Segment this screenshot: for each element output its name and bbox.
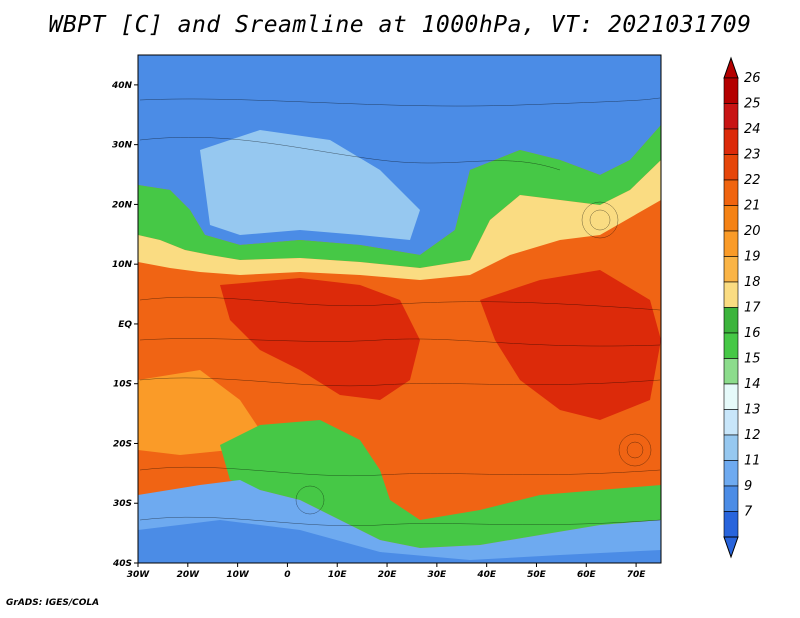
lon-tick-label: 10E [328,570,348,580]
colorbar-label: 15 [744,352,761,367]
north-green-band [138,125,661,268]
colorbar-min-arrow [723,536,739,559]
colorbar-swatch [723,179,739,206]
colorbar-swatch [723,103,739,130]
colorbar-swatch [723,281,739,308]
yellow-transition-north [138,160,661,280]
colorbar-label: 9 [744,479,752,494]
orange-southern-atlantic [138,370,260,455]
colorbar-label: 21 [744,199,761,214]
colorbar-label: 14 [744,377,761,392]
lon-tick-label: 10W [226,570,250,580]
colorbar-label: 20 [744,224,761,239]
colorbar-swatch [723,332,739,359]
colorbar-swatch [723,256,739,283]
colorbar-swatch [723,307,739,334]
colorbar-label: 23 [744,148,761,163]
south-green-band [220,420,661,548]
lon-tick-label: 20W [177,570,201,580]
lon-tick-label: 30W [127,570,151,580]
colorbar-swatch [723,511,739,538]
lat-tick-label: 20S [113,439,132,449]
colorbar-swatch [723,230,739,257]
colorbar-swatch [723,409,739,436]
lon-tick-label: 60E [577,570,597,580]
lat-tick-label: 30N [112,141,133,151]
grads-credit: GrADS: IGES/COLA [6,598,100,608]
colorbar-label: 22 [744,173,761,188]
colorbar: 26 25 24 23 22 21 20 19 18 17 16 15 14 13 12 11 9 7 [723,56,761,559]
lon-tick-label: 70E [627,570,647,580]
colorbar-label: 26 [744,71,761,86]
colorbar-swatch [723,383,739,410]
colorbar-swatch [723,128,739,155]
colorbar-label: 18 [744,275,761,290]
colorbar-label: 11 [744,454,761,469]
wbpt-plot-area [138,55,661,563]
colorbar-label: 12 [744,428,761,443]
colorbar-swatch [723,485,739,512]
colorbar-swatch [723,205,739,232]
map-title: WBPT [C] and Sreamline at 1000hPa, VT: 2… [48,12,752,38]
colorbar-swatch [723,460,739,487]
plot-frame [137,54,662,564]
lat-tick-label: 20N [112,200,133,210]
lon-tick-label: 50E [527,570,547,580]
lat-tick-label: 10S [113,380,132,390]
colorbar-swatch [723,154,739,181]
streamlines [139,97,661,527]
colorbar-swatch [723,358,739,385]
lon-tick-label: 0 [284,570,290,580]
lon-tick-label: 20E [378,570,398,580]
lat-tick-label: 40S [112,559,132,569]
lat-tick-label: 10N [112,260,133,270]
lat-tick-label: 40N [111,81,133,91]
colorbar-label: 13 [744,403,761,418]
lat-tick-label: 30S [113,499,132,509]
colorbar-label: 19 [744,250,761,265]
colorbar-label: 17 [744,301,761,316]
warm-core-west-africa [220,278,420,400]
colorbar-label: 24 [744,122,761,137]
lon-tick-label: 30E [428,570,448,580]
lat-tick-label: EQ [118,320,132,330]
colorbar-swatch [723,77,739,104]
colorbar-label: 25 [744,97,761,112]
colorbar-label: 7 [744,505,753,520]
colorbar-max-arrow [723,56,739,79]
sahara-light-blue [200,130,420,240]
south-deep-blue [138,520,661,563]
colorbar-label: 16 [744,326,761,341]
lon-tick-label: 40E [476,570,497,580]
colorbar-swatch [723,434,739,461]
